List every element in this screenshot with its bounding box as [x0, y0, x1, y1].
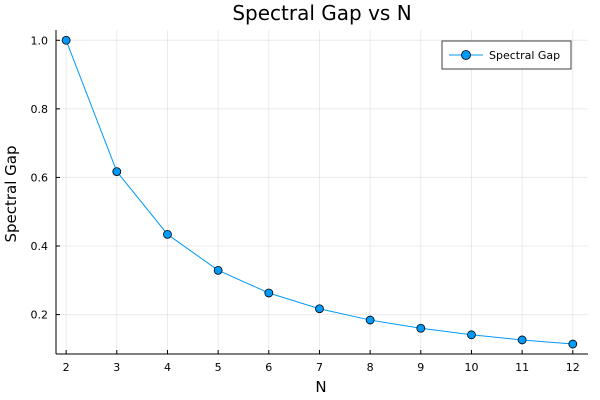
data-point [315, 304, 324, 314]
y-axis-label: Spectral Gap [2, 145, 20, 242]
x-tick-label: 8 [367, 361, 374, 374]
y-tick-label: 0.2 [31, 309, 49, 322]
data-point [61, 35, 71, 45]
data-point [568, 339, 578, 349]
axes [55, 30, 588, 355]
x-tick-label: 6 [265, 361, 272, 374]
data-point [365, 315, 375, 325]
x-tick-label: 9 [417, 361, 424, 374]
x-tick-label: 7 [316, 361, 323, 374]
grid [56, 30, 588, 354]
legend-label: Spectral Gap [489, 49, 560, 62]
data-point [163, 229, 172, 239]
x-tick-label: 12 [566, 361, 580, 374]
y-tick-label: 0.8 [31, 103, 49, 116]
x-tick-label: 11 [515, 361, 529, 374]
y-tick-label: 1.0 [31, 34, 49, 47]
x-tick-label: 3 [113, 361, 120, 374]
legend: Spectral Gap [441, 40, 572, 70]
x-tick-label: 4 [164, 361, 171, 374]
data-point [416, 323, 426, 333]
x-tick-label: 10 [464, 361, 478, 374]
ticks: 2 3 4 5 6 7 8 9 10 11 12 0.2 0.4 0.6 0.8 1.0 [31, 34, 580, 374]
data-point [467, 330, 476, 340]
x-axis-label: N [315, 378, 326, 396]
data-point [264, 288, 274, 298]
y-tick-label: 0.6 [31, 171, 49, 184]
x-tick-label: 2 [63, 361, 70, 374]
data-point [517, 335, 527, 345]
data-point [112, 167, 122, 177]
series [61, 35, 578, 349]
chart-title: Spectral Gap vs N [232, 1, 411, 25]
x-tick-label: 5 [215, 361, 222, 374]
y-tick-label: 0.4 [31, 240, 49, 253]
data-point [213, 265, 223, 275]
legend-marker [461, 50, 471, 60]
